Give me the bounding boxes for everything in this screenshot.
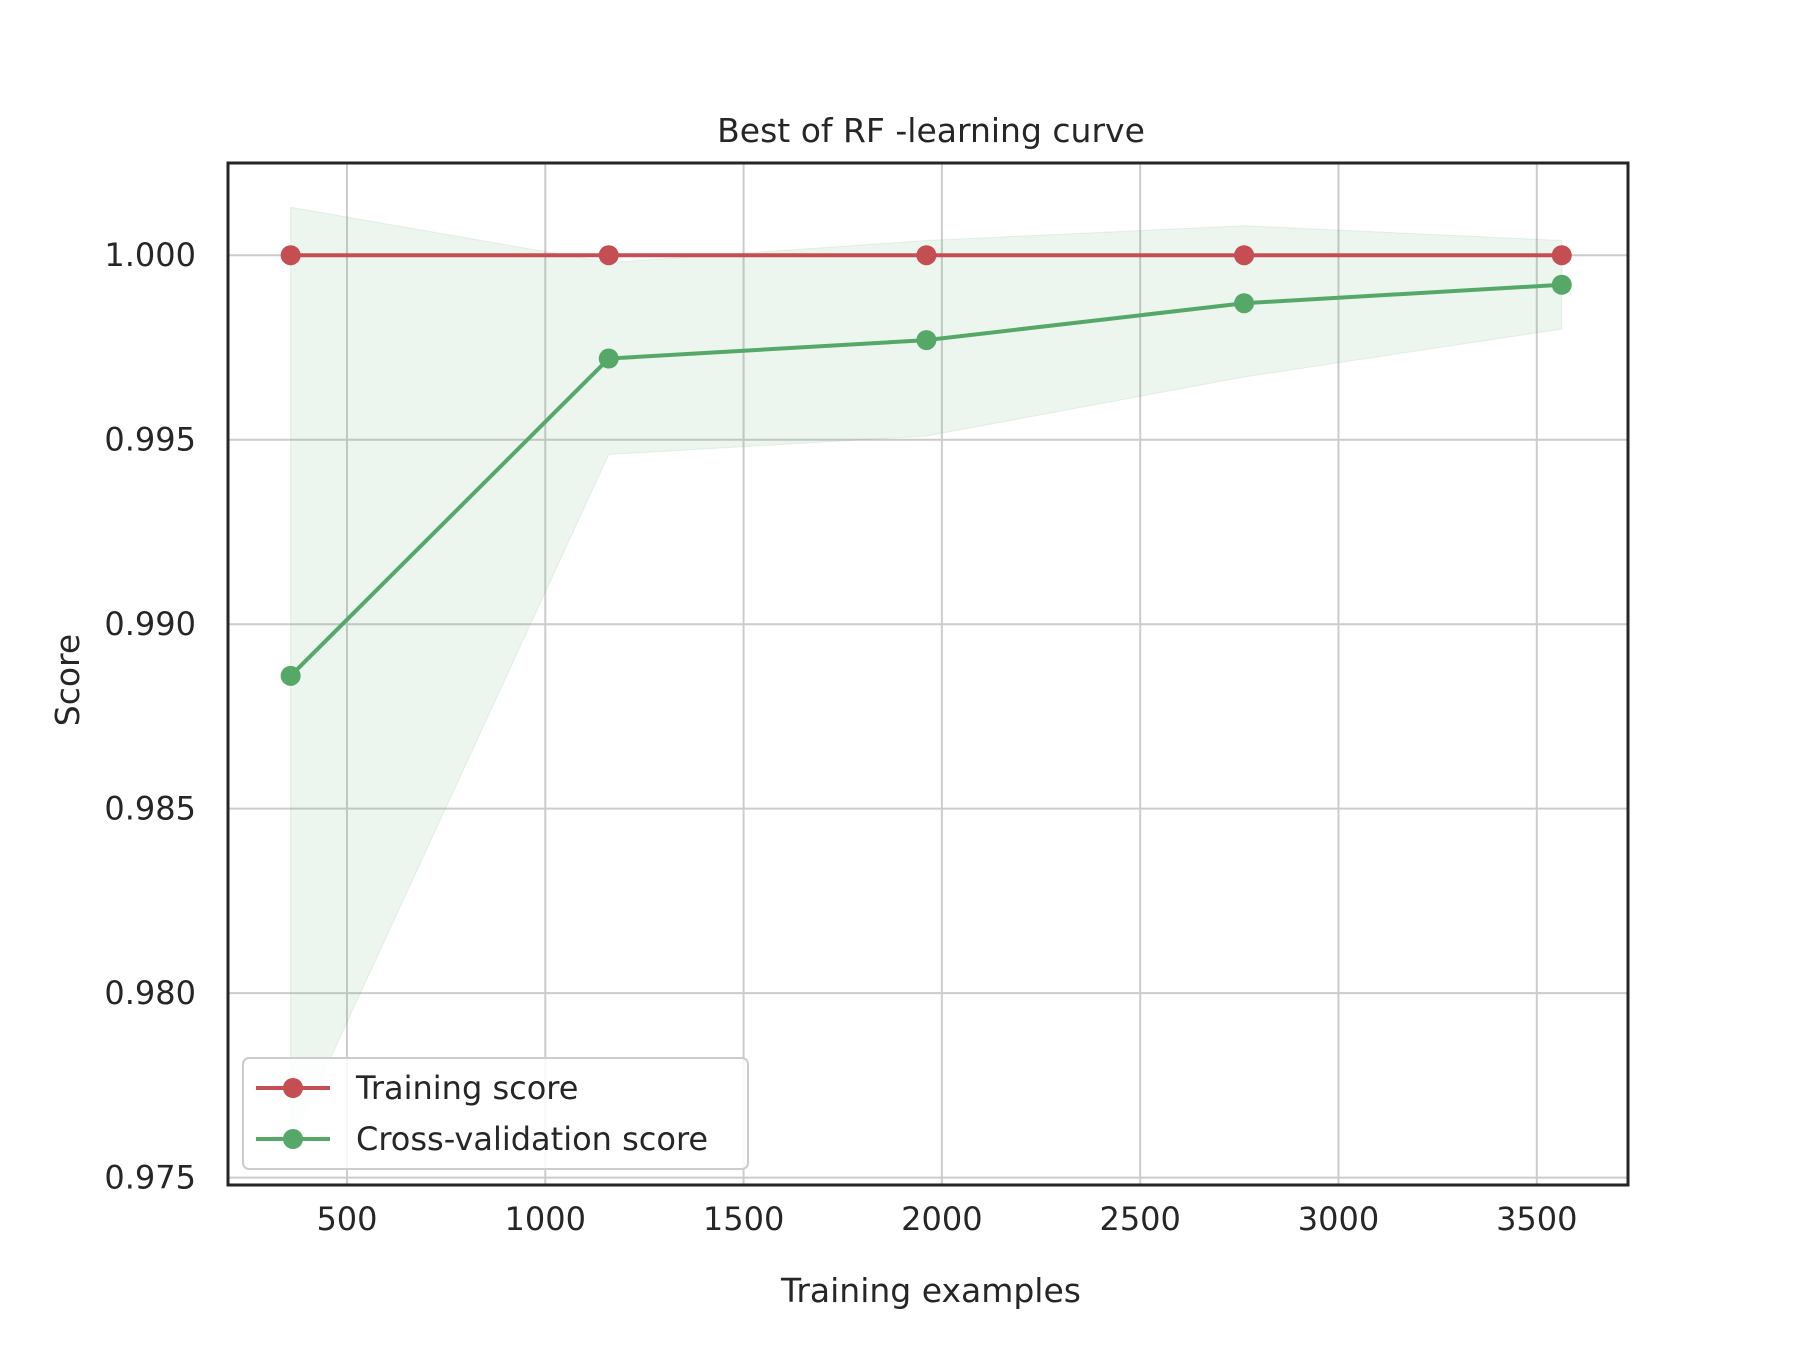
series-lines xyxy=(280,245,1572,686)
point-cross-validation xyxy=(1234,293,1255,314)
x-tick-label: 1000 xyxy=(505,1200,586,1238)
x-tick-label: 3000 xyxy=(1298,1200,1379,1238)
x-axis-label: Training examples xyxy=(780,1271,1081,1310)
legend-label-cross-validation: Cross-validation score xyxy=(356,1120,708,1158)
point-training xyxy=(1551,245,1572,266)
y-tick-label: 0.985 xyxy=(104,790,196,828)
plot-frame xyxy=(226,161,1630,1187)
y-tick-label: 0.990 xyxy=(104,605,196,643)
legend: Training score Cross-validation score xyxy=(242,1057,749,1170)
y-axis-label: Score xyxy=(48,634,87,726)
legend-label-training: Training score xyxy=(355,1069,578,1107)
x-tick-label: 1500 xyxy=(703,1200,784,1238)
point-cross-validation xyxy=(280,665,301,686)
point-cross-validation xyxy=(1551,274,1572,295)
chart-title: Best of RF -learning curve xyxy=(717,111,1145,150)
point-cross-validation xyxy=(916,330,937,351)
band-cross-validation xyxy=(290,206,1563,1145)
legend-marker-cross-validation xyxy=(283,1129,303,1149)
y-tick-label: 0.995 xyxy=(104,421,196,459)
point-training xyxy=(1234,245,1255,266)
x-tick-label: 2500 xyxy=(1099,1200,1180,1238)
legend-box xyxy=(242,1057,749,1170)
grid xyxy=(228,163,1628,1185)
point-training xyxy=(598,245,619,266)
legend-marker-training xyxy=(283,1078,303,1098)
y-tick-label: 0.975 xyxy=(104,1159,196,1197)
point-training xyxy=(916,245,937,266)
y-tick-label: 1.000 xyxy=(104,236,196,274)
x-tick-label: 500 xyxy=(316,1200,377,1238)
x-tick-label: 3500 xyxy=(1496,1200,1577,1238)
point-training xyxy=(280,245,301,266)
point-cross-validation xyxy=(598,348,619,369)
y-tick-label: 0.980 xyxy=(104,974,196,1012)
tick-labels: 500 1000 1500 2000 2500 3000 3500 0.975 0.980 0.9… xyxy=(104,236,1577,1238)
x-tick-label: 2000 xyxy=(901,1200,982,1238)
